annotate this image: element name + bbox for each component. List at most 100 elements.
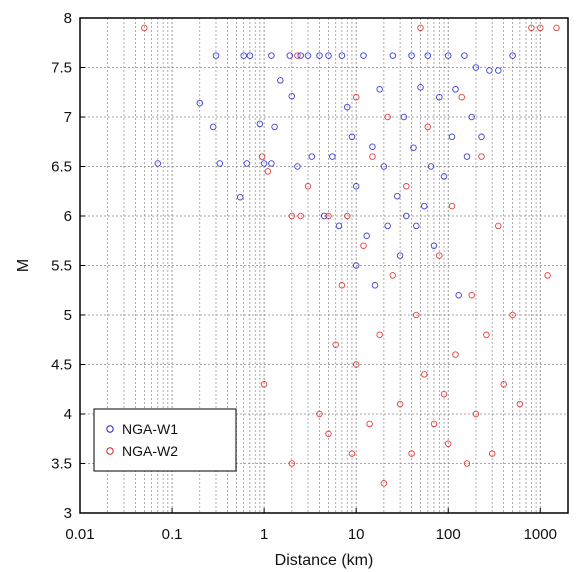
data-point bbox=[468, 291, 475, 299]
data-point bbox=[320, 212, 328, 220]
data-point bbox=[366, 420, 373, 428]
legend-marker-ngaw1 bbox=[106, 425, 114, 433]
data-point bbox=[260, 160, 268, 167]
data-point bbox=[260, 381, 268, 388]
data-point bbox=[516, 400, 524, 408]
data-point bbox=[316, 52, 323, 59]
data-point bbox=[268, 160, 275, 167]
data-point bbox=[463, 460, 471, 467]
y-tick-label: 6 bbox=[64, 208, 72, 225]
data-point bbox=[325, 212, 332, 220]
data-point bbox=[154, 160, 162, 167]
data-point bbox=[389, 272, 397, 279]
legend-marker-ngaw2 bbox=[106, 447, 114, 455]
legend: NGA-W1 NGA-W2 bbox=[93, 408, 237, 472]
data-point bbox=[553, 24, 560, 32]
data-point bbox=[316, 410, 323, 418]
data-point bbox=[297, 52, 304, 59]
data-point bbox=[400, 113, 408, 121]
x-tick-label: 0.01 bbox=[65, 526, 94, 543]
data-point bbox=[376, 86, 383, 93]
data-point bbox=[436, 93, 443, 101]
data-point bbox=[417, 84, 424, 91]
data-point bbox=[352, 262, 360, 269]
y-tick-label: 4.5 bbox=[51, 357, 72, 374]
data-point bbox=[500, 381, 507, 388]
data-point bbox=[196, 99, 204, 107]
y-tick-label: 3.5 bbox=[51, 456, 72, 473]
data-point bbox=[352, 93, 360, 101]
data-point bbox=[268, 52, 275, 59]
data-point bbox=[288, 92, 296, 100]
data-point bbox=[352, 183, 360, 190]
data-point bbox=[380, 480, 388, 487]
data-point bbox=[421, 371, 428, 378]
data-point bbox=[458, 93, 465, 101]
data-point bbox=[486, 67, 493, 74]
data-point bbox=[478, 133, 485, 141]
data-point bbox=[236, 193, 244, 201]
data-point bbox=[277, 77, 284, 84]
data-point bbox=[440, 173, 448, 180]
data-point bbox=[294, 52, 301, 59]
data-point bbox=[348, 133, 356, 141]
data-point bbox=[408, 450, 415, 457]
data-point bbox=[325, 430, 332, 438]
data-point bbox=[424, 52, 432, 59]
data-point bbox=[413, 222, 420, 230]
x-tick-label: 0.1 bbox=[162, 526, 183, 543]
data-point bbox=[472, 410, 480, 418]
data-point bbox=[338, 282, 346, 289]
data-point bbox=[509, 311, 516, 319]
y-tick-label: 3 bbox=[64, 505, 72, 522]
points-layer bbox=[141, 24, 560, 487]
series-ngaw1 bbox=[154, 52, 516, 299]
y-tick-label: 8 bbox=[64, 10, 72, 27]
data-point bbox=[468, 113, 475, 121]
series-ngaw2 bbox=[141, 24, 560, 487]
data-point bbox=[141, 24, 148, 32]
data-point bbox=[444, 52, 452, 59]
data-point bbox=[304, 52, 312, 59]
y-tick-label: 7 bbox=[64, 109, 72, 126]
data-point bbox=[509, 52, 516, 59]
data-point bbox=[427, 163, 435, 170]
x-tick-label: 10 bbox=[348, 526, 365, 543]
data-point bbox=[369, 143, 376, 150]
legend-box bbox=[93, 408, 237, 472]
data-point bbox=[389, 52, 397, 59]
data-point bbox=[472, 64, 480, 71]
data-point bbox=[448, 133, 456, 141]
data-point bbox=[212, 52, 220, 59]
data-point bbox=[243, 160, 251, 167]
x-axis-ticks: 0.01 0.1 1 10 100 1000 bbox=[65, 508, 557, 543]
data-point bbox=[352, 361, 360, 368]
data-point bbox=[396, 400, 404, 408]
y-tick-label: 5 bbox=[64, 307, 72, 324]
data-point bbox=[537, 24, 544, 32]
data-point bbox=[444, 440, 452, 447]
data-point bbox=[461, 52, 468, 59]
data-point bbox=[478, 153, 485, 160]
data-point bbox=[325, 52, 332, 59]
data-point bbox=[384, 113, 391, 121]
data-point bbox=[360, 242, 367, 249]
data-point bbox=[413, 311, 420, 319]
y-tick-label: 5.5 bbox=[51, 258, 72, 275]
data-point bbox=[408, 52, 415, 59]
x-tick-label: 100 bbox=[436, 526, 461, 543]
data-point bbox=[344, 212, 351, 220]
data-point bbox=[448, 202, 456, 210]
y-axis-ticks: 3 3.5 4 4.5 5 5.5 6 6.5 7 7.5 8 bbox=[51, 10, 85, 522]
data-point bbox=[308, 153, 316, 160]
data-point bbox=[264, 168, 272, 175]
data-point bbox=[455, 291, 462, 299]
y-axis-title: M bbox=[15, 259, 32, 272]
legend-label-ngaw2: NGA-W2 bbox=[122, 443, 178, 459]
data-point bbox=[403, 183, 410, 190]
data-point bbox=[488, 450, 496, 457]
data-point bbox=[421, 202, 428, 210]
data-point bbox=[396, 252, 404, 259]
data-point bbox=[440, 390, 448, 398]
